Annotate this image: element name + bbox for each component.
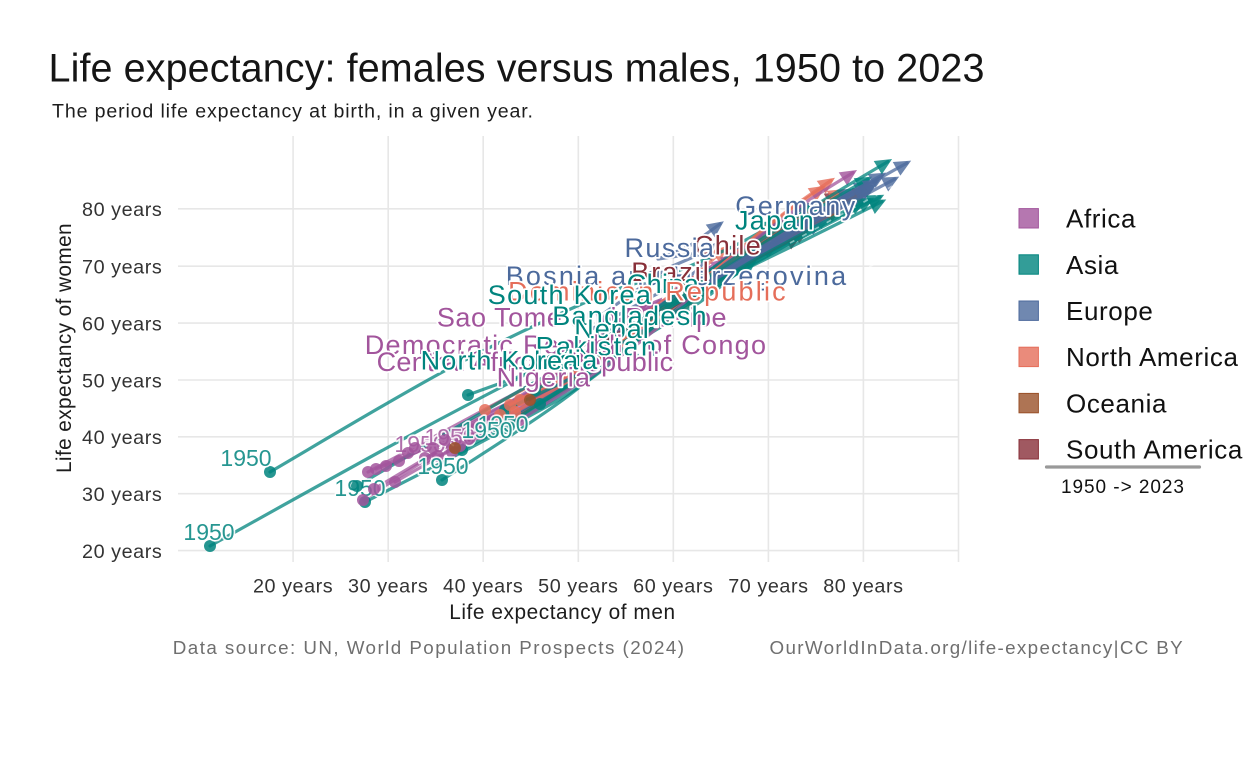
svg-text:Democratic Republic of Congo: Democratic Republic of Congo bbox=[365, 330, 768, 360]
svg-text:OurWorldInData.org/life-expect: OurWorldInData.org/life-expectancy|CC BY bbox=[770, 637, 1184, 658]
svg-text:40 years: 40 years bbox=[82, 427, 162, 449]
svg-text:1950: 1950 bbox=[183, 519, 234, 545]
svg-text:Chile: Chile bbox=[694, 231, 762, 261]
svg-text:40 years: 40 years bbox=[443, 575, 523, 597]
svg-text:South America: South America bbox=[1066, 435, 1243, 465]
svg-text:North America: North America bbox=[1066, 342, 1239, 372]
svg-text:Germany: Germany bbox=[735, 191, 857, 221]
svg-text:China: China bbox=[627, 269, 700, 299]
svg-text:30 years: 30 years bbox=[82, 484, 162, 506]
svg-text:Africa: Africa bbox=[1066, 204, 1136, 234]
svg-text:70 years: 70 years bbox=[728, 575, 808, 597]
svg-text:1950: 1950 bbox=[394, 431, 445, 457]
svg-text:Russia: Russia bbox=[625, 233, 716, 263]
svg-text:Bosnia and Herzegovina: Bosnia and Herzegovina bbox=[506, 261, 849, 291]
svg-text:1950: 1950 bbox=[417, 453, 468, 479]
svg-text:Life expectancy of men: Life expectancy of men bbox=[449, 601, 675, 624]
svg-text:Bangladesh: Bangladesh bbox=[552, 301, 708, 331]
svg-text:20 years: 20 years bbox=[82, 541, 162, 563]
svg-text:Nepal: Nepal bbox=[574, 314, 650, 344]
svg-text:Europe: Europe bbox=[1066, 296, 1153, 326]
svg-text:Data source: UN, World Populat: Data source: UN, World Population Prospe… bbox=[173, 637, 686, 658]
svg-text:80 years: 80 years bbox=[823, 575, 903, 597]
svg-text:The period life expectancy at: The period life expectancy at birth, in … bbox=[52, 101, 534, 123]
svg-text:20 years: 20 years bbox=[253, 575, 333, 597]
svg-text:1950 -> 2023: 1950 -> 2023 bbox=[1061, 477, 1185, 498]
svg-text:1950: 1950 bbox=[220, 445, 271, 471]
svg-text:30 years: 30 years bbox=[348, 575, 428, 597]
svg-text:Japan: Japan bbox=[735, 206, 815, 236]
svg-text:1950: 1950 bbox=[461, 417, 512, 443]
svg-text:70 years: 70 years bbox=[82, 257, 162, 279]
svg-text:North Korea: North Korea bbox=[421, 346, 580, 376]
svg-text:Brazil: Brazil bbox=[631, 257, 711, 287]
svg-text:60 years: 60 years bbox=[82, 313, 162, 335]
svg-text:Life expectancy: females versu: Life expectancy: females versus males, 1… bbox=[49, 47, 985, 91]
svg-text:50 years: 50 years bbox=[538, 575, 618, 597]
svg-text:Pakistan: Pakistan bbox=[536, 332, 659, 362]
svg-text:India: India bbox=[533, 345, 598, 375]
svg-text:Life expectancy of women: Life expectancy of women bbox=[53, 223, 76, 473]
svg-text:60 years: 60 years bbox=[633, 575, 713, 597]
svg-text:Nigeria: Nigeria bbox=[497, 363, 592, 393]
svg-text:Dominican Republic: Dominican Republic bbox=[508, 277, 788, 307]
svg-text:South Korea: South Korea bbox=[488, 280, 652, 310]
svg-text:Oceania: Oceania bbox=[1066, 388, 1167, 418]
svg-text:80 years: 80 years bbox=[82, 199, 162, 221]
svg-text:Central African Republic: Central African Republic bbox=[377, 347, 674, 377]
svg-text:Asia: Asia bbox=[1066, 250, 1119, 280]
svg-text:Sao Tome and Principe: Sao Tome and Principe bbox=[437, 303, 727, 333]
svg-text:50 years: 50 years bbox=[82, 370, 162, 392]
svg-text:1950: 1950 bbox=[477, 411, 528, 437]
